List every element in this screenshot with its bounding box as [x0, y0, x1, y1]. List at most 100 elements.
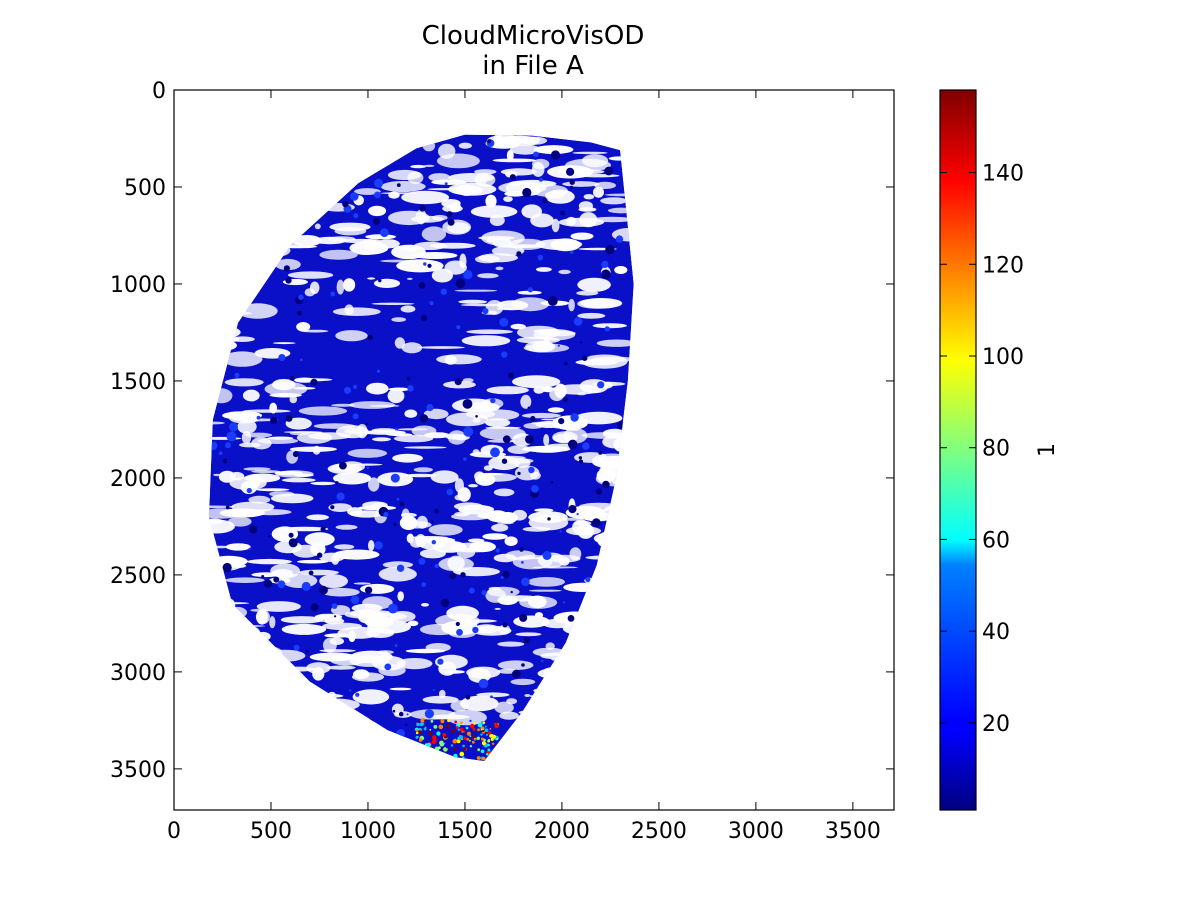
cloud-gap	[310, 481, 336, 486]
value-speckle	[285, 277, 292, 284]
value-speckle	[557, 344, 560, 347]
cloud-gap	[403, 446, 447, 449]
value-speckle	[437, 658, 444, 665]
high-value-speckle	[417, 730, 422, 735]
cloud-gap	[208, 519, 235, 534]
high-value-speckle	[439, 740, 444, 746]
high-value-speckle	[477, 748, 481, 752]
value-speckle	[566, 167, 575, 176]
y-tick-label: 2000	[110, 467, 166, 492]
high-value-speckle	[415, 736, 419, 739]
cloud-gap	[225, 543, 251, 551]
value-speckle	[278, 354, 286, 362]
cloud-gap	[457, 487, 471, 502]
cloud-gap	[475, 473, 517, 482]
colorbar-tick-label: 40	[982, 620, 1010, 645]
cloud-gap	[497, 135, 541, 144]
cloud-gap	[397, 591, 405, 602]
value-speckle	[218, 451, 223, 456]
cloud-gap	[535, 238, 583, 250]
cloud-gap	[208, 421, 225, 425]
high-value-speckle	[436, 731, 441, 736]
cloud-gap	[495, 266, 504, 271]
cloud-gap	[219, 508, 265, 518]
cloud-gap	[512, 509, 527, 521]
cloud-gap	[572, 151, 608, 155]
value-speckle	[256, 415, 261, 420]
cloud-gap	[592, 356, 634, 362]
value-speckle	[521, 577, 530, 587]
cloud-gap	[604, 193, 634, 197]
value-speckle	[563, 361, 568, 366]
high-value-speckle	[446, 724, 451, 729]
cloud-gap	[336, 279, 345, 295]
value-speckle	[454, 378, 462, 386]
high-value-speckle	[487, 731, 492, 735]
cloud-gap	[468, 538, 485, 543]
cloud-gap	[368, 540, 375, 552]
high-value-speckle	[487, 748, 491, 752]
cloud-gap	[380, 192, 418, 195]
cloud-gap	[412, 252, 458, 259]
value-speckle	[533, 151, 539, 158]
value-speckle	[582, 442, 590, 450]
value-speckle	[509, 174, 516, 181]
cloud-gap	[298, 406, 348, 416]
cloud-gap	[513, 615, 550, 628]
value-speckle	[605, 244, 615, 255]
cloud-gap	[365, 234, 396, 240]
value-speckle	[225, 442, 231, 449]
cloud-gap	[406, 277, 413, 280]
value-speckle	[434, 508, 439, 514]
value-speckle	[268, 535, 270, 537]
value-speckle	[522, 187, 532, 198]
cloud-gap	[368, 477, 380, 492]
value-speckle	[568, 439, 578, 449]
cloud-gap	[373, 278, 401, 288]
value-speckle	[246, 487, 252, 494]
cloud-gap	[407, 620, 419, 627]
high-value-speckle	[431, 739, 437, 745]
value-speckle	[352, 384, 358, 389]
high-value-speckle	[436, 737, 439, 740]
value-speckle	[339, 461, 347, 470]
cloud-gap	[225, 577, 265, 583]
value-speckle	[320, 526, 326, 532]
cloud-gap	[335, 524, 358, 530]
value-speckle	[426, 404, 434, 412]
cloud-gap	[396, 658, 433, 670]
high-value-speckle	[463, 736, 467, 741]
value-speckle	[456, 325, 461, 330]
high-value-speckle	[457, 728, 460, 731]
cloud-gap	[410, 215, 444, 223]
cloud-gap	[453, 567, 500, 577]
cloud-gap	[510, 678, 536, 686]
y-tick-label: 1000	[110, 273, 166, 298]
value-speckle	[569, 179, 575, 185]
value-speckle	[604, 166, 614, 176]
cloud-gap	[367, 277, 376, 280]
value-speckle	[475, 415, 478, 418]
cloud-gap	[366, 382, 389, 395]
value-speckle	[330, 291, 336, 297]
value-speckle	[500, 576, 504, 579]
cloud-gap	[614, 266, 628, 274]
y-tick-label: 2500	[110, 564, 166, 589]
data-disk	[208, 134, 634, 762]
cloud-gap	[392, 453, 423, 463]
high-value-speckle	[496, 737, 499, 741]
cloud-gap	[275, 470, 314, 478]
cloud-gap	[520, 394, 532, 409]
value-speckle	[567, 615, 575, 622]
cloud-gap	[429, 242, 476, 249]
colorbar-ticks: 20 40 60 80 100 120 140	[940, 162, 1024, 737]
value-speckle	[374, 178, 384, 188]
high-value-speckle	[442, 733, 447, 737]
value-speckle	[560, 210, 566, 216]
value-speckle	[444, 182, 448, 186]
value-speckle	[421, 582, 427, 587]
cloud-gap	[378, 566, 417, 582]
cloud-gap	[389, 611, 416, 622]
value-speckle	[273, 576, 280, 583]
cloud-gap	[581, 154, 609, 168]
